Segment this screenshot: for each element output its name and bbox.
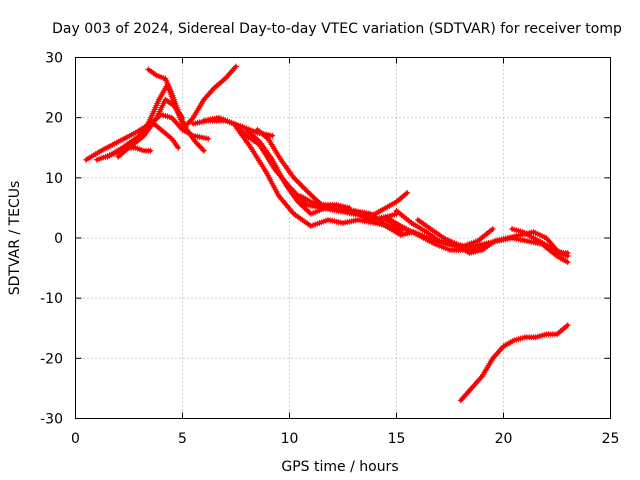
y-tick-label: 30 xyxy=(45,51,63,67)
series-points xyxy=(509,226,571,256)
y-axis-label: SDTVAR / TECUs xyxy=(7,181,23,296)
series-points xyxy=(457,322,571,404)
y-tick-label: -20 xyxy=(40,351,63,367)
x-axis-label: GPS time / hours xyxy=(281,459,398,475)
x-tick-label: 5 xyxy=(178,431,187,447)
x-tick-label: 10 xyxy=(281,431,299,447)
series-track-20 xyxy=(457,322,571,404)
x-tick-label: 15 xyxy=(388,431,406,447)
x-tick-label: 0 xyxy=(71,431,80,447)
series-points xyxy=(104,117,182,160)
series-track-13 xyxy=(297,192,353,211)
x-tick-label: 25 xyxy=(602,431,620,447)
series-points xyxy=(126,144,154,154)
tick-labels: 0 5 10 15 20 25 -30 -20 -10 0 10 20 30 xyxy=(40,51,619,448)
y-tick-label: 10 xyxy=(45,171,63,187)
plot-frame xyxy=(75,57,611,419)
series-points xyxy=(179,63,239,133)
y-tick-label: 20 xyxy=(45,111,63,127)
y-tick-label: 0 xyxy=(54,231,63,247)
y-tick-label: -10 xyxy=(40,291,63,307)
series-track-7 xyxy=(179,63,239,133)
chart-title: Day 003 of 2024, Sidereal Day-to-day VTE… xyxy=(52,21,622,37)
series-track-18 xyxy=(414,216,571,259)
series-track-19 xyxy=(509,226,571,256)
series-points xyxy=(297,192,353,211)
data-marks xyxy=(83,63,571,404)
series-track-6 xyxy=(126,144,154,154)
series-points xyxy=(233,123,404,235)
x-tick-label: 20 xyxy=(495,431,513,447)
y-tick-label: -30 xyxy=(40,412,63,428)
series-track-4 xyxy=(104,117,182,160)
series-track-10 xyxy=(233,123,404,235)
